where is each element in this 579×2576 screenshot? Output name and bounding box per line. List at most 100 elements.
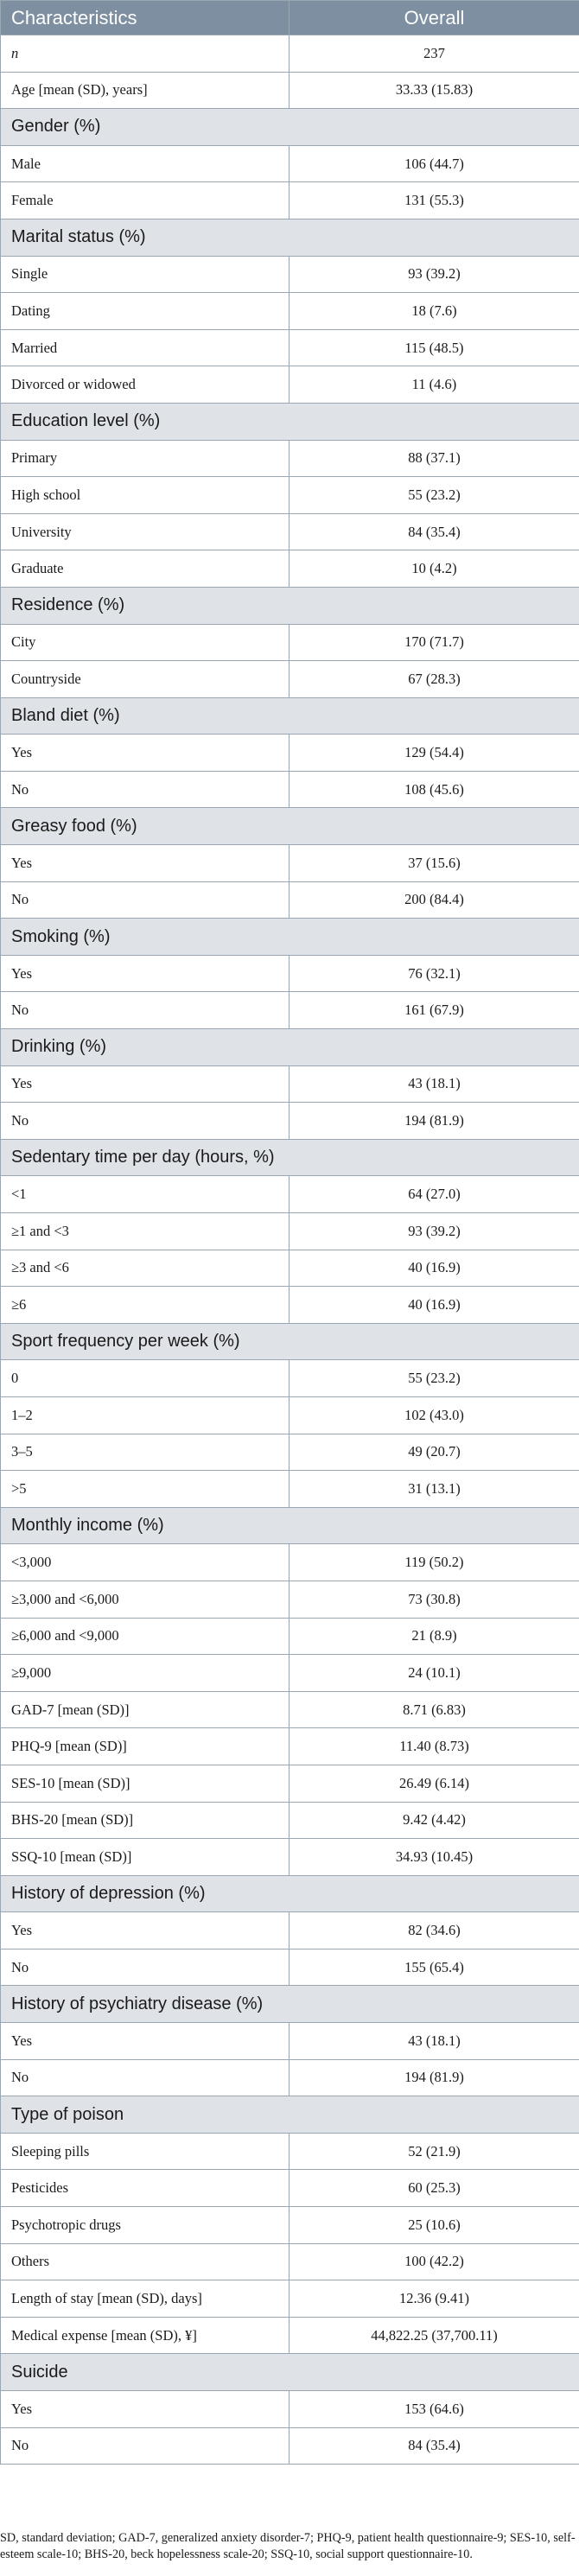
- table-row: No 84 (35.4): [0, 2427, 579, 2465]
- row-label: Yes: [0, 1911, 290, 1949]
- section-header-row: Bland diet (%): [0, 696, 579, 735]
- row-label: SSQ-10 [mean (SD)]: [0, 1838, 290, 1876]
- table-row: PHQ-9 [mean (SD)] 11.40 (8.73): [0, 1727, 579, 1765]
- section-title: Sport frequency per week (%): [0, 1322, 579, 1361]
- row-value: 93 (39.2): [289, 255, 579, 294]
- row-label: No: [0, 1948, 290, 1987]
- row-label: Sleeping pills: [0, 2132, 290, 2171]
- table-row: Yes 76 (32.1): [0, 954, 579, 993]
- table-row: Primary 88 (37.1): [0, 439, 579, 478]
- table-row: Married 115 (48.5): [0, 328, 579, 367]
- table-row: Female 131 (55.3): [0, 181, 579, 219]
- row-label: No: [0, 2427, 290, 2465]
- table-row: <1 64 (27.0): [0, 1175, 579, 1213]
- section-title: Sedentary time per day (hours, %): [0, 1138, 579, 1177]
- table-row: No 194 (81.9): [0, 2058, 579, 2097]
- row-label: SES-10 [mean (SD)]: [0, 1764, 290, 1803]
- row-label: PHQ-9 [mean (SD)]: [0, 1727, 290, 1765]
- row-value: 52 (21.9): [289, 2132, 579, 2171]
- table-row: Others 100 (42.2): [0, 2242, 579, 2281]
- table-row: Yes 82 (34.6): [0, 1911, 579, 1949]
- section-header-row: Greasy food (%): [0, 807, 579, 846]
- characteristics-table: Characteristics Overall n 237 Age [mean (S…: [0, 0, 579, 2465]
- row-label: Age [mean (SD), years]: [0, 71, 290, 110]
- section-header-row: Drinking (%): [0, 1028, 579, 1066]
- row-value: 194 (81.9): [289, 1102, 579, 1140]
- row-label: ≥3 and <6: [0, 1249, 290, 1288]
- row-value: 170 (71.7): [289, 623, 579, 662]
- row-label: ≥3,000 and <6,000: [0, 1580, 290, 1619]
- row-value: 11 (4.6): [289, 366, 579, 404]
- row-label: Female: [0, 181, 290, 219]
- row-label: Male: [0, 144, 290, 183]
- table-row: Dating 18 (7.6): [0, 292, 579, 330]
- table-row: Yes 153 (64.6): [0, 2390, 579, 2428]
- row-label: Dating: [0, 292, 290, 330]
- row-label: ≥6,000 and <9,000: [0, 1617, 290, 1656]
- row-label: Pesticides: [0, 2169, 290, 2208]
- table-row: BHS-20 [mean (SD)] 9.42 (4.42): [0, 1801, 579, 1840]
- row-value: 37 (15.6): [289, 844, 579, 882]
- table-row: Single 93 (39.2): [0, 255, 579, 294]
- row-label: n: [0, 35, 290, 73]
- row-value: 18 (7.6): [289, 292, 579, 330]
- row-value: 155 (65.4): [289, 1948, 579, 1987]
- section-header-row: Sedentary time per day (hours, %): [0, 1138, 579, 1177]
- section-header-row: Monthly income (%): [0, 1506, 579, 1545]
- row-label: >5: [0, 1470, 290, 1508]
- section-title: Suicide: [0, 2353, 579, 2391]
- table-row: ≥3,000 and <6,000 73 (30.8): [0, 1580, 579, 1619]
- table-row: No 155 (65.4): [0, 1948, 579, 1987]
- row-value: 161 (67.9): [289, 991, 579, 1030]
- row-value: 115 (48.5): [289, 328, 579, 367]
- row-label: ≥9,000: [0, 1654, 290, 1692]
- table-row: 0 55 (23.2): [0, 1359, 579, 1397]
- row-value: 60 (25.3): [289, 2169, 579, 2208]
- row-value: 26.49 (6.14): [289, 1764, 579, 1803]
- table-row: Psychotropic drugs 25 (10.6): [0, 2206, 579, 2244]
- header-characteristics: Characteristics: [0, 0, 290, 35]
- row-label: No: [0, 881, 290, 919]
- row-value: 119 (50.2): [289, 1543, 579, 1581]
- row-value: 84 (35.4): [289, 512, 579, 551]
- row-value: 44,822.25 (37,700.11): [289, 2316, 579, 2355]
- row-label: Medical expense [mean (SD), ¥]: [0, 2316, 290, 2355]
- table-row: Graduate 10 (4.2): [0, 550, 579, 588]
- section-header-row: History of psychiatry disease (%): [0, 1985, 579, 2024]
- row-value: 194 (81.9): [289, 2058, 579, 2097]
- section-header-row: Sport frequency per week (%): [0, 1322, 579, 1361]
- table-row: Yes 37 (15.6): [0, 844, 579, 882]
- row-value: 43 (18.1): [289, 2022, 579, 2060]
- row-value: 31 (13.1): [289, 1470, 579, 1508]
- row-value: 76 (32.1): [289, 954, 579, 993]
- row-value: 88 (37.1): [289, 439, 579, 478]
- row-label: Others: [0, 2242, 290, 2281]
- row-label: Yes: [0, 734, 290, 772]
- table-row: ≥6,000 and <9,000 21 (8.9): [0, 1617, 579, 1656]
- table-row: <3,000 119 (50.2): [0, 1543, 579, 1581]
- row-value: 43 (18.1): [289, 1065, 579, 1104]
- row-value: 102 (43.0): [289, 1396, 579, 1434]
- section-header-row: Suicide: [0, 2353, 579, 2391]
- row-label: Yes: [0, 844, 290, 882]
- section-title: Type of poison: [0, 2096, 579, 2134]
- row-label: 3–5: [0, 1433, 290, 1472]
- section-title: History of psychiatry disease (%): [0, 1985, 579, 2024]
- section-header-row: Marital status (%): [0, 218, 579, 257]
- row-label: No: [0, 2058, 290, 2097]
- table-row: Yes 43 (18.1): [0, 2022, 579, 2060]
- row-label: 0: [0, 1359, 290, 1397]
- table-footnote: SD, standard deviation; GAD-7, generaliz…: [0, 2531, 576, 2561]
- section-header-row: History of depression (%): [0, 1874, 579, 1913]
- row-value: 49 (20.7): [289, 1433, 579, 1472]
- table-row: Sleeping pills 52 (21.9): [0, 2132, 579, 2171]
- table-row: 1–2 102 (43.0): [0, 1396, 579, 1434]
- row-value: 93 (39.2): [289, 1212, 579, 1250]
- row-value: 8.71 (6.83): [289, 1690, 579, 1729]
- row-label: Yes: [0, 2022, 290, 2060]
- table-row: University 84 (35.4): [0, 512, 579, 551]
- row-label: Length of stay [mean (SD), days]: [0, 2280, 290, 2318]
- row-value: 33.33 (15.83): [289, 71, 579, 110]
- header-overall: Overall: [289, 0, 579, 35]
- row-label: <1: [0, 1175, 290, 1213]
